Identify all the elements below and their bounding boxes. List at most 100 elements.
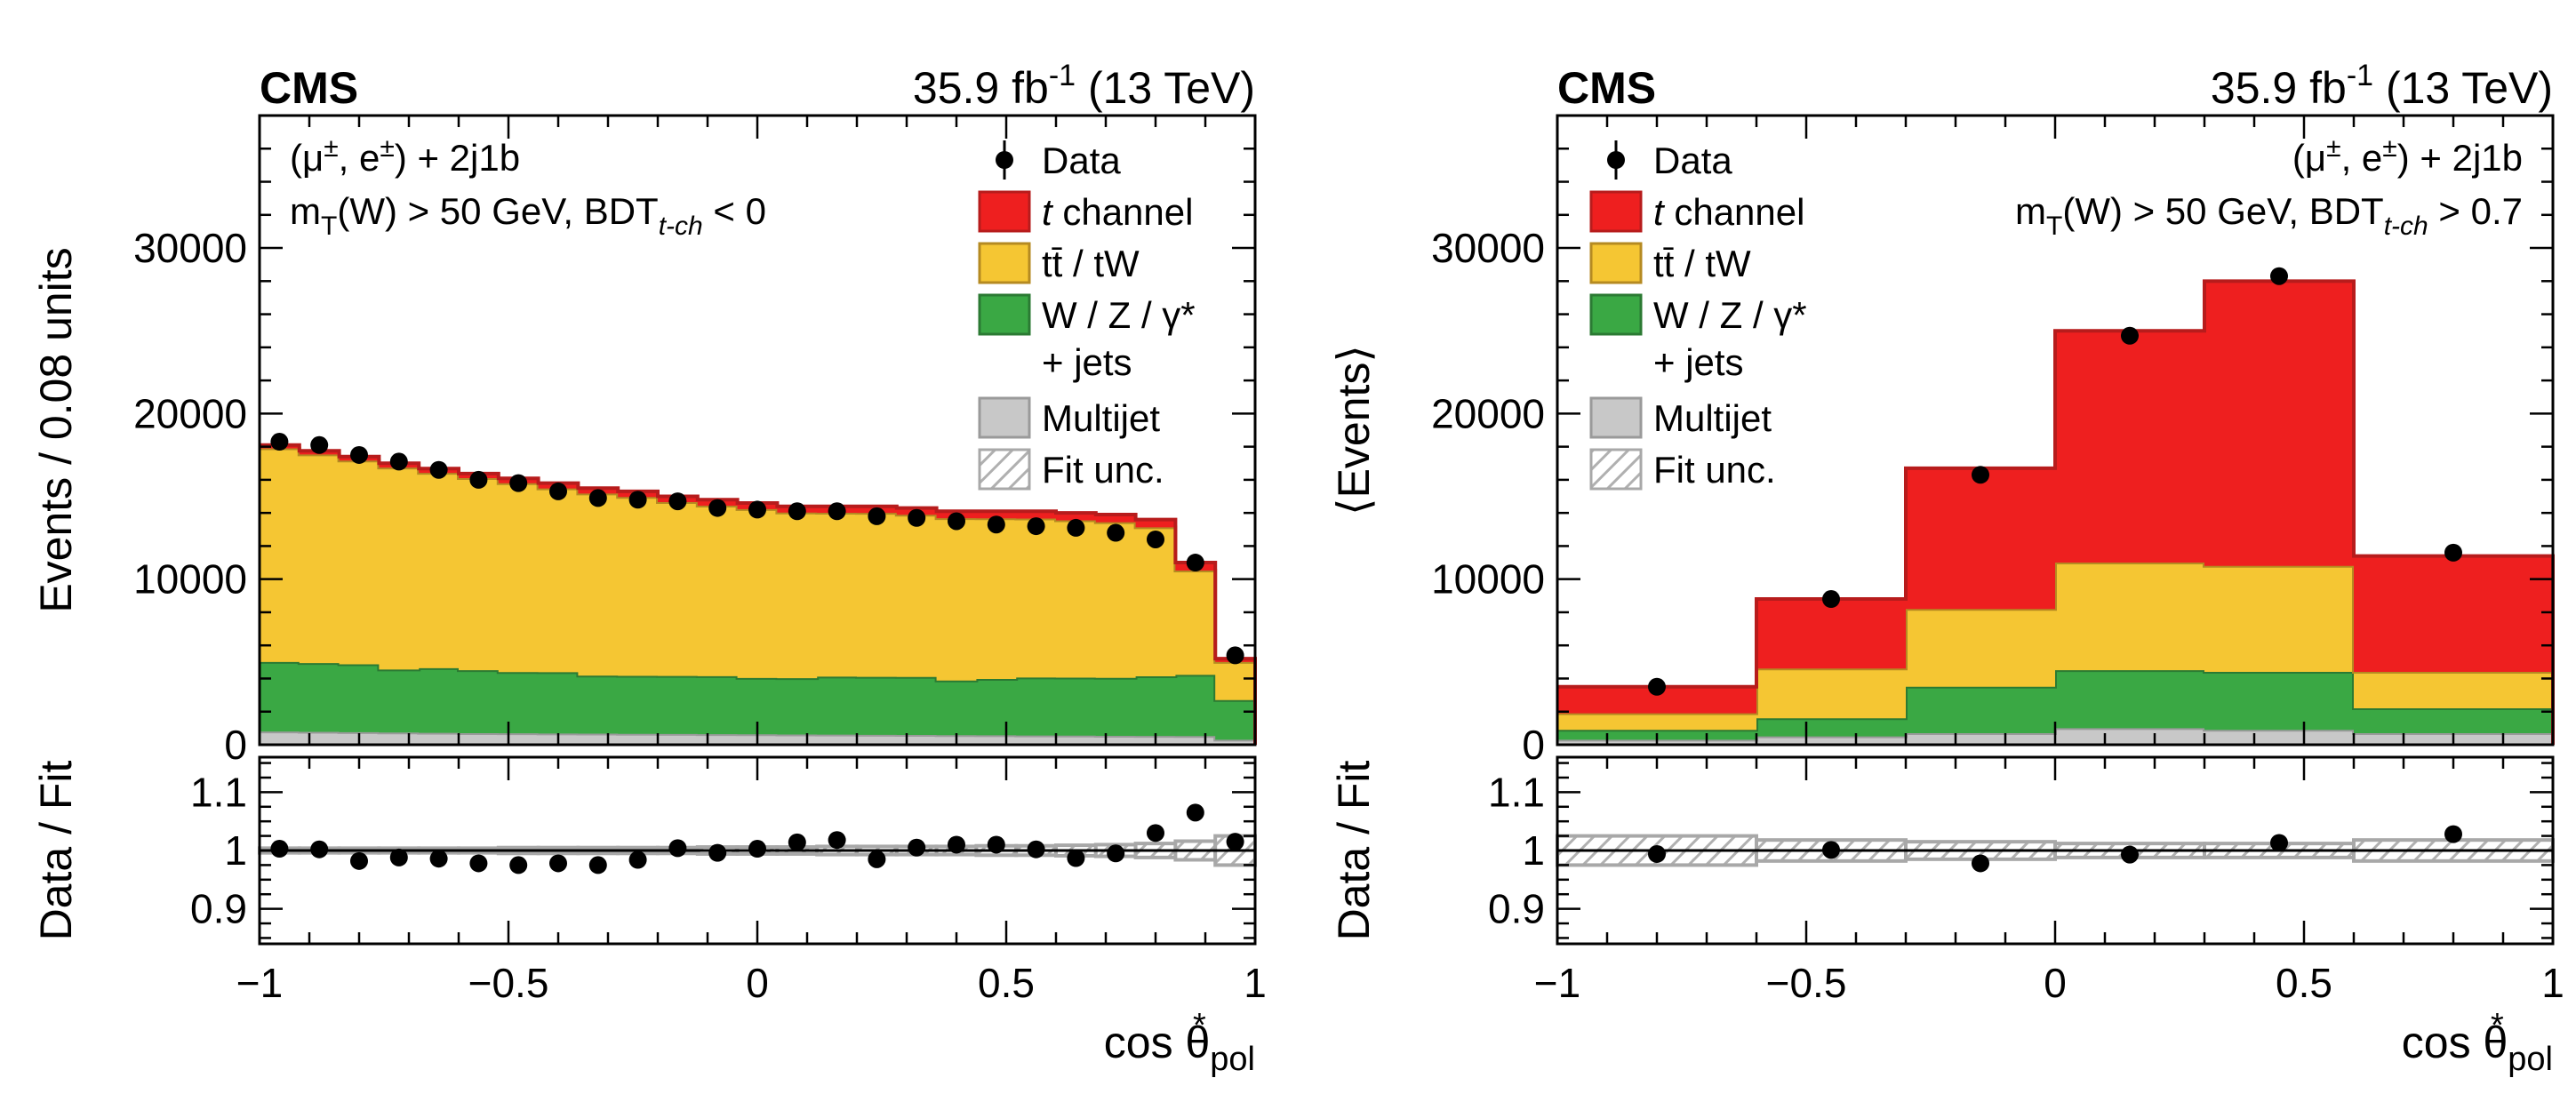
ratio-point [588,856,607,874]
luminosity-label: 35.9 fb-1 (13 TeV) [2211,59,2553,113]
legend-label-unc: Fit unc. [1042,449,1164,491]
ratio-y-tick-label: 1.1 [1488,769,1545,815]
data-point [987,515,1005,534]
stack-edge-tch [260,443,1257,745]
experiment-label: CMS [260,63,358,113]
x-tick-label: −0.5 [468,960,549,1006]
ratio-point [310,840,329,858]
y-tick-label: 30000 [133,225,247,271]
ratio-point [2121,845,2139,864]
data-point [948,512,965,531]
data-point [270,433,289,451]
experiment-label: CMS [1557,63,1656,113]
ratio-y-axis-title: Data / Fit [1329,760,1379,940]
y-axis-title: Events / 0.08 units [31,247,81,612]
legend-swatch-multijet [1589,396,1643,439]
x-tick-label: 0 [2044,960,2067,1006]
x-tick-label: −0.5 [1766,960,1847,1006]
right-panel: 0 10000 20000 30000 −1 −0.5 0 0.5 1 0.9 1 1.1 ⟨Event… [1329,59,2564,1078]
x-tick-label: 1 [2541,960,2564,1006]
x-tick-label: −1 [236,960,283,1006]
y-tick-label: 20000 [1431,390,1545,436]
ratio-point [429,850,448,868]
stack-tch [1557,281,2553,714]
legend-label-wzjets-line2: + jets [1042,341,1132,383]
data-point [1226,646,1244,665]
ratio-point [748,840,766,858]
stack-edge-tch [1557,279,2555,745]
selection-label: mT(W) > 50 GeV, BDTt-ch < 0 [290,190,766,241]
data-point [389,452,408,471]
legend-label-tch: t channel [1042,191,1193,233]
data-point [788,502,806,521]
ratio-point [389,848,408,866]
data-point [509,474,528,492]
x-tick-label: 0.5 [978,960,1035,1006]
data-point [1147,530,1164,548]
ratio-point [628,850,647,869]
legend-label-multijet: Multijet [1653,397,1772,439]
legend-data-label: Data [1653,140,1732,181]
legend: Data t channel tt̄ / tW W / Z / γ* + jets Mul… [1589,140,1807,491]
data-point [429,460,448,479]
legend-data-marker [996,151,1013,169]
legend-swatch-tch [978,190,1031,233]
ratio-point [1067,849,1085,867]
ratio-y-axis-title: Data / Fit [31,760,81,940]
ratio-point [1226,833,1244,851]
legend-swatch-tch [1589,190,1643,233]
stack-ttbar [1557,563,2553,731]
legend-swatch-wzjets [978,293,1031,336]
ratio-point [1147,824,1164,842]
luminosity-label: 35.9 fb-1 (13 TeV) [913,59,1255,113]
left-panel: 0 10000 20000 30000 −1 −0.5 0 0.5 1 0.9 1 1.1 Events… [31,59,1267,1078]
ratio-point [987,835,1005,854]
legend-label-multijet: Multijet [1042,397,1160,439]
data-point [868,507,886,525]
x-axis-title: cos θpol* [1104,1007,1255,1078]
data-point [1067,518,1085,537]
ratio-point [2270,834,2288,852]
data-point [1186,554,1204,572]
ratio-y-tick-label: 0.9 [1488,886,1545,932]
data-point [1972,466,1989,484]
data-point [708,499,727,517]
ratio-point [948,835,965,854]
y-axis-title: ⟨Events⟩ [1329,345,1379,515]
ratio-point [708,843,727,862]
y-tick-label: 30000 [1431,225,1545,271]
data-point [310,435,329,454]
y-tick-label: 10000 [1431,556,1545,603]
data-point [628,491,647,509]
ratio-point [509,856,528,874]
data-point [748,500,766,519]
data-point [469,470,488,489]
x-tick-label: 1 [1244,960,1267,1006]
x-tick-label: −1 [1534,960,1580,1006]
data-point [350,445,368,464]
data-point [1648,677,1666,696]
x-axis-title: cos θpol* [2402,1007,2553,1078]
ratio-point [1822,841,1840,859]
legend-swatch-unc [1589,448,1643,491]
data-point [2270,267,2288,285]
ratio-y-tick-label: 0.9 [190,886,247,932]
stack-ttbar [260,448,1255,700]
ratio-y-tick-label: 1 [1522,827,1545,874]
ratio-point [1107,844,1125,863]
legend-swatch-unc [978,448,1031,491]
selection-label: mT(W) > 50 GeV, BDTt-ch > 0.7 [2015,190,2523,241]
ratio-y-tick-label: 1 [224,827,247,874]
legend-label-ttbar: tt̄ / tW [1653,243,1751,284]
ratio-point [1186,803,1204,822]
region-label: (μ±, e±) + 2j1b [2292,133,2523,179]
ratio-point [1972,854,1989,873]
data-point [1027,517,1045,536]
ratio-point [788,833,806,851]
legend-label-wzjets: W / Z / γ* [1042,294,1196,336]
legend-label-unc: Fit unc. [1653,449,1776,491]
ratio-point [270,840,289,858]
ratio-point [469,854,488,873]
y-tick-label: 0 [1522,722,1545,768]
